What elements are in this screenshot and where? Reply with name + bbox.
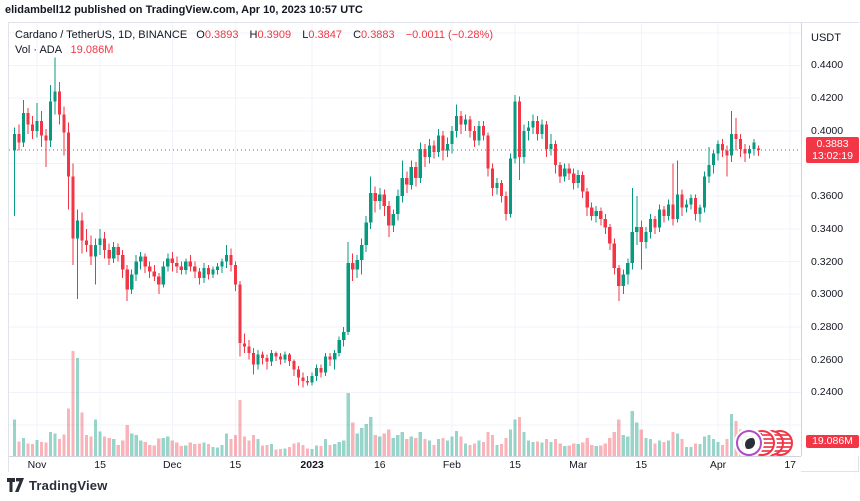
volume-label: Vol · ADA	[15, 44, 62, 56]
volume-value: 19.086M	[70, 44, 114, 56]
legend-symbol-row: Cardano / TetherUS, 1D, BINANCE O0.3893 …	[15, 28, 493, 42]
legend-volume-row: Vol · ADA 19.086M	[15, 43, 493, 57]
current-price-badge: 0.3883 13:02:19	[806, 137, 859, 163]
price-tick-label: 0.2800	[811, 321, 844, 333]
cardano-logo-icon	[736, 430, 762, 456]
time-tick-label: 15	[509, 459, 521, 471]
chart-legend: Cardano / TetherUS, 1D, BINANCE O0.3893 …	[15, 28, 493, 57]
axis-currency-label: USDT	[811, 32, 841, 44]
publish-attribution: elidambell12 published on TradingView.co…	[5, 4, 363, 16]
price-tick-label: 0.3200	[811, 256, 844, 268]
price-tick-label: 0.3400	[811, 223, 844, 235]
price-tick-label: 0.4400	[811, 59, 844, 71]
price-tick-label: 0.2600	[811, 354, 844, 366]
price-tick-label: 0.2400	[811, 386, 844, 398]
current-price-value: 0.3883	[816, 138, 849, 150]
current-volume-badge: 19.086M	[806, 435, 859, 448]
time-tick-label: 2023	[300, 459, 324, 471]
ohlc-high: H0.3909	[249, 29, 292, 41]
pair-logos-watermark	[736, 430, 798, 456]
price-axis[interactable]: USDT 0.3883 13:02:19 19.086M 0.4400 0.420…	[801, 23, 860, 456]
price-tick-label: 0.4200	[811, 92, 844, 104]
time-tick-label: 15	[94, 459, 106, 471]
time-tick-label: 15	[635, 459, 648, 471]
time-tick-label: Nov	[27, 459, 47, 471]
ohlc-low: L0.3847	[302, 29, 342, 41]
time-tick-label: Feb	[442, 459, 461, 471]
time-tick-label: 16	[373, 459, 386, 471]
ohlc-open: O0.3893	[196, 29, 239, 41]
ohlc-close: C0.3883	[353, 29, 395, 41]
price-chart-pane[interactable]: Cardano / TetherUS, 1D, BINANCE O0.3893 …	[9, 23, 801, 456]
time-tick-label: 15	[229, 459, 242, 471]
symbol-title: Cardano / TetherUS, 1D, BINANCE	[15, 29, 188, 41]
tradingview-branding[interactable]: TradingView	[7, 478, 108, 493]
price-tick-label: 0.4000	[811, 125, 844, 137]
tradingview-logo-text: TradingView	[29, 478, 108, 493]
time-tick-label: Dec	[162, 459, 182, 471]
time-tick-label: Apr	[709, 459, 727, 471]
price-tick-label: 0.3600	[811, 190, 844, 202]
price-tick-label: 0.3000	[811, 288, 844, 300]
time-tick-label: 17	[784, 459, 797, 471]
time-tick-label: Mar	[569, 459, 588, 471]
daily-change: −0.0011 (−0.28%)	[405, 29, 493, 41]
tradingview-logo-icon	[7, 478, 24, 492]
time-axis[interactable]: Nov 15 Dec 15 2023 16 Feb 15 Mar 15 Apr 17	[9, 456, 801, 472]
candlestick-chart[interactable]	[9, 23, 801, 456]
chart-frame: Cardano / TetherUS, 1D, BINANCE O0.3893 …	[8, 22, 860, 472]
bar-countdown: 13:02:19	[812, 150, 853, 162]
